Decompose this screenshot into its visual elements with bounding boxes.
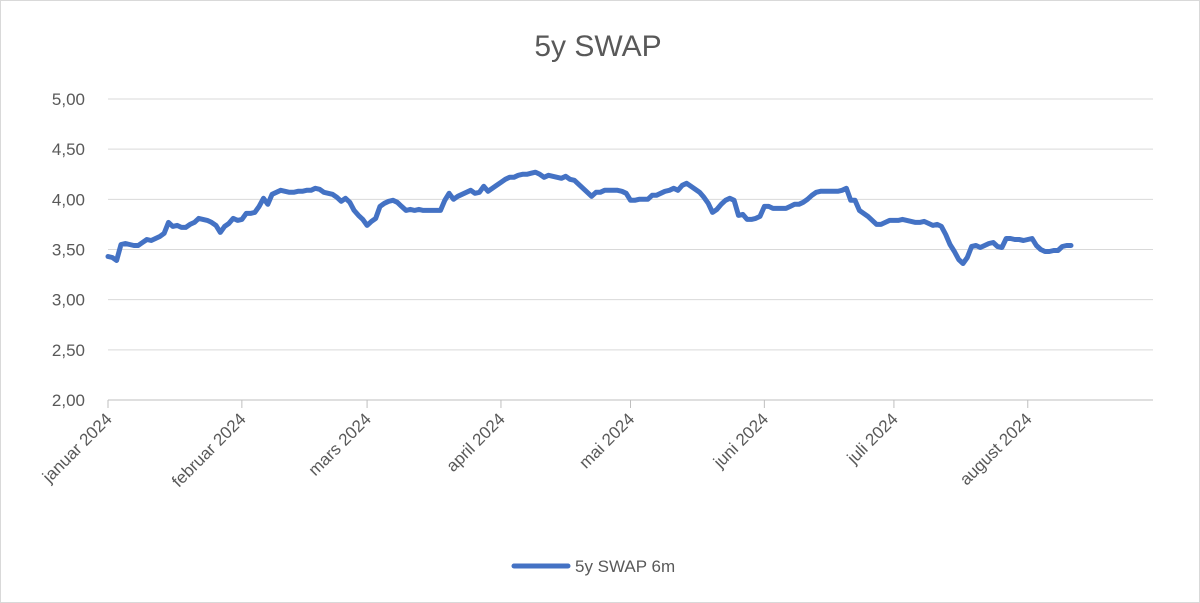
x-tick-label: juli 2024 xyxy=(843,409,902,468)
y-tick-label: 2,50 xyxy=(52,341,85,360)
series-line xyxy=(105,169,1074,266)
x-axis: januar 2024 februar 2024 mars 2024 april 20… xyxy=(38,400,1036,491)
series-layer xyxy=(105,169,1074,266)
x-tick-label: januar 2024 xyxy=(38,409,116,487)
gridlines xyxy=(108,98,1153,401)
x-tick-label: april 2024 xyxy=(443,409,509,475)
y-tick-label: 3,50 xyxy=(52,241,85,260)
x-tick-label: februar 2024 xyxy=(168,409,250,491)
x-tick-label: juni 2024 xyxy=(709,409,772,472)
x-tick-label: mars 2024 xyxy=(305,409,375,479)
y-tick-label: 3,00 xyxy=(52,291,85,310)
legend: 5y SWAP 6m xyxy=(511,557,675,576)
legend-label: 5y SWAP 6m xyxy=(575,557,675,576)
y-tick-label: 4,00 xyxy=(52,190,85,209)
y-axis-ticks: 2,00 2,50 3,00 3,50 4,00 4,50 5,00 xyxy=(52,90,85,410)
y-tick-label: 2,00 xyxy=(52,391,85,410)
chart-title: 5y SWAP xyxy=(534,30,661,63)
x-tick-label: mai 2024 xyxy=(575,409,638,472)
y-tick-label: 5,00 xyxy=(52,90,85,109)
y-tick-label: 4,50 xyxy=(52,140,85,159)
x-tick-label: august 2024 xyxy=(956,409,1036,489)
